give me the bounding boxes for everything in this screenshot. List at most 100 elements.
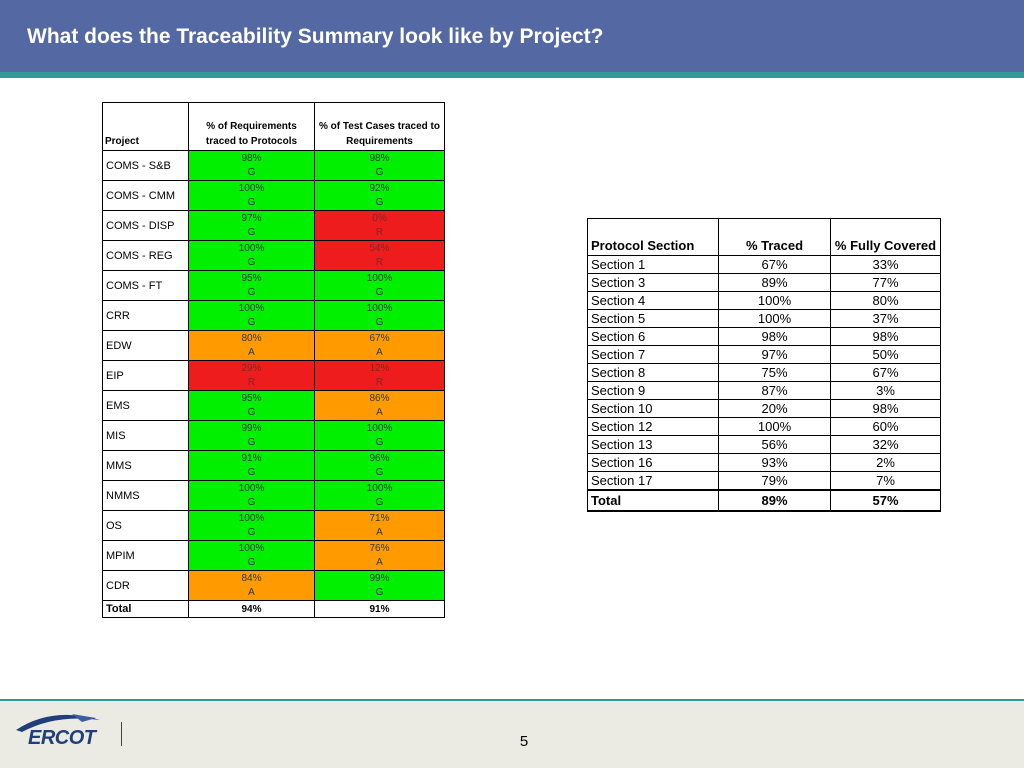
protocol-section-row: Section 10 20% 98%: [587, 399, 941, 418]
protocol-section-row: Section 9 87% 3%: [587, 381, 941, 400]
protocol-section-row: Section 16 93% 2%: [587, 453, 941, 472]
project-row: COMS - REG 100% G 54% R: [102, 240, 445, 271]
requirements-traced-cell: 91% G: [188, 450, 315, 481]
protocol-section-name: Section 17: [587, 471, 719, 491]
project-row: COMS - CMM 100% G 92% G: [102, 180, 445, 211]
status-rating: A: [248, 586, 255, 598]
traced-percent: 75%: [718, 363, 831, 382]
status-rating: G: [247, 466, 256, 478]
footer-accent-line: [0, 699, 1024, 701]
requirements-traced-cell: 100% G: [188, 240, 315, 271]
status-rating: R: [375, 256, 384, 268]
slide-footer: [0, 701, 1024, 768]
traced-percent: 87%: [718, 381, 831, 400]
status-rating: G: [375, 466, 384, 478]
status-rating: A: [376, 406, 383, 418]
test-cases-traced-cell: 54% R: [314, 240, 445, 271]
project-column-header: Project: [102, 102, 189, 151]
ercot-logo-text: ERCOT: [28, 727, 96, 749]
protocol-table-header-row: Protocol Section % Traced % Fully Covere…: [587, 218, 941, 256]
protocol-section-name: Section 13: [587, 435, 719, 454]
protocol-section-row: Section 6 98% 98%: [587, 327, 941, 346]
percent-value: 99%: [369, 572, 390, 584]
requirements-traced-cell: 100% G: [188, 510, 315, 541]
fully-covered-percent: 2%: [830, 453, 941, 472]
fully-covered-percent: 60%: [830, 417, 941, 436]
project-row: EMS 95% G 86% A: [102, 390, 445, 421]
percent-value: 100%: [238, 182, 265, 194]
protocol-section-column-header: Protocol Section: [587, 218, 719, 256]
requirements-traced-cell: 100% G: [188, 540, 315, 571]
percent-value: 96%: [369, 452, 390, 464]
requirements-column-header: % of Requirements traced to Protocols: [188, 102, 315, 151]
fully-covered-percent: 98%: [830, 327, 941, 346]
project-name: CDR: [102, 570, 189, 601]
percent-value: 76%: [369, 542, 390, 554]
traced-percent: 97%: [718, 345, 831, 364]
protocol-section-name: Section 6: [587, 327, 719, 346]
traced-column-header: % Traced: [718, 218, 831, 256]
protocol-section-name: Section 9: [587, 381, 719, 400]
logo-divider: [121, 722, 122, 746]
protocol-total-row: Total 89% 57%: [587, 489, 941, 512]
test-cases-traced-cell: 99% G: [314, 570, 445, 601]
percent-value: 84%: [241, 572, 262, 584]
test-cases-traced-cell: 100% G: [314, 480, 445, 511]
test-cases-traced-cell: 67% A: [314, 330, 445, 361]
traced-percent: 67%: [718, 255, 831, 274]
fully-covered-percent: 67%: [830, 363, 941, 382]
protocol-section-name: Section 12: [587, 417, 719, 436]
protocol-section-name: Section 1: [587, 255, 719, 274]
status-rating: G: [247, 256, 256, 268]
status-rating: G: [375, 316, 384, 328]
status-rating: G: [375, 496, 384, 508]
project-name: EDW: [102, 330, 189, 361]
percent-value: 80%: [241, 332, 262, 344]
project-name: MPIM: [102, 540, 189, 571]
percent-value: 97%: [241, 212, 262, 224]
project-name: MIS: [102, 420, 189, 451]
requirements-traced-cell: 99% G: [188, 420, 315, 451]
percent-value: 67%: [369, 332, 390, 344]
status-rating: G: [247, 496, 256, 508]
protocol-section-row: Section 5 100% 37%: [587, 309, 941, 328]
project-table-header-row: Project % of Requirements traced to Prot…: [102, 102, 445, 151]
requirements-traced-cell: 100% G: [188, 180, 315, 211]
percent-value: 100%: [366, 422, 393, 434]
project-name: EIP: [102, 360, 189, 391]
project-total-test: 91%: [314, 600, 445, 618]
project-row: CDR 84% A 99% G: [102, 570, 445, 601]
traced-percent: 100%: [718, 309, 831, 328]
project-traceability-table: Project % of Requirements traced to Prot…: [102, 102, 445, 618]
percent-value: 91%: [241, 452, 262, 464]
percent-value: 95%: [241, 272, 262, 284]
requirements-traced-cell: 97% G: [188, 210, 315, 241]
fully-covered-percent: 33%: [830, 255, 941, 274]
protocol-total-traced: 89%: [718, 489, 831, 512]
project-row: COMS - FT 95% G 100% G: [102, 270, 445, 301]
percent-value: 54%: [369, 242, 390, 254]
protocol-section-name: Section 16: [587, 453, 719, 472]
project-row: MIS 99% G 100% G: [102, 420, 445, 451]
percent-value: 92%: [369, 182, 390, 194]
percent-value: 100%: [238, 482, 265, 494]
status-rating: G: [247, 316, 256, 328]
project-name: COMS - FT: [102, 270, 189, 301]
status-rating: G: [375, 196, 384, 208]
project-name: NMMS: [102, 480, 189, 511]
project-name: MMS: [102, 450, 189, 481]
slide-title: What does the Traceability Summary look …: [27, 25, 604, 48]
project-name: COMS - REG: [102, 240, 189, 271]
fully-covered-percent: 98%: [830, 399, 941, 418]
percent-value: 95%: [241, 392, 262, 404]
project-row: OS 100% G 71% A: [102, 510, 445, 541]
percent-value: 98%: [369, 152, 390, 164]
protocol-section-name: Section 4: [587, 291, 719, 310]
requirements-traced-cell: 95% G: [188, 270, 315, 301]
traced-percent: 93%: [718, 453, 831, 472]
status-rating: R: [375, 376, 384, 388]
test-cases-traced-cell: 100% G: [314, 300, 445, 331]
requirements-traced-cell: 100% G: [188, 480, 315, 511]
percent-value: 100%: [366, 302, 393, 314]
traced-percent: 56%: [718, 435, 831, 454]
